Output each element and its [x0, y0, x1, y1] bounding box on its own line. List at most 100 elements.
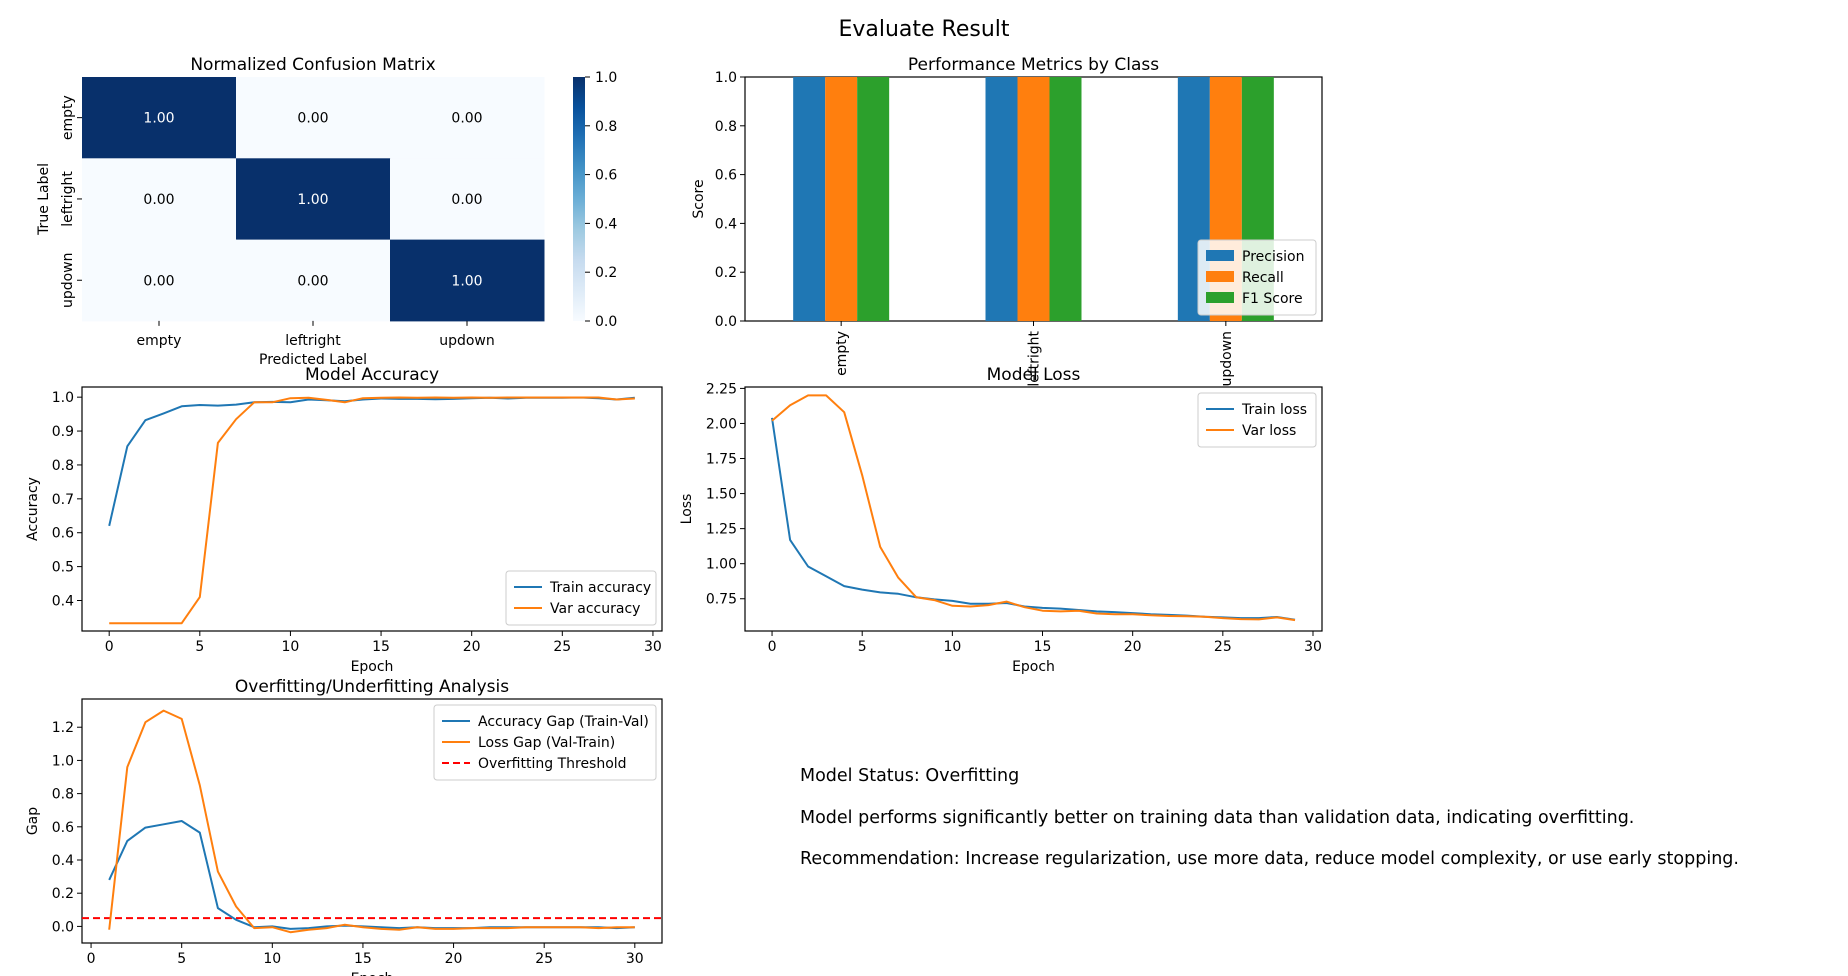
- bar: [985, 77, 1018, 321]
- heatmap-cell: [82, 239, 237, 322]
- confusion-matrix-panel: 1.00 0.00 0.00 0.00 1.00 0.00 0.00 0.00 1.00 empt…: [36, 55, 617, 368]
- y-tick-label: 0.7: [52, 492, 74, 508]
- y-tick-label: empty: [60, 95, 76, 140]
- x-tick-label: 0: [87, 951, 96, 967]
- x-tick-label: updown: [439, 333, 495, 349]
- y-tick-label: 1.00: [706, 557, 737, 573]
- model-accuracy-panel: 0 5 10 15 20 25 30 0.4 0.5 0.6 0.7 0.8 0.9 1.0 Model A…: [25, 365, 663, 675]
- heatmap-value-label: 0.00: [143, 273, 174, 289]
- legend-box: [505, 570, 657, 626]
- figure-title: Evaluate Result: [838, 17, 1009, 42]
- y-tick-label: 0.5: [52, 560, 74, 576]
- plot-frame: [81, 698, 663, 944]
- series-line: [109, 396, 635, 625]
- y-axis-label: True Label: [36, 163, 52, 236]
- legend: Train loss Var loss: [1197, 392, 1317, 448]
- y-tick-label: 0.0: [715, 314, 737, 330]
- bar: [793, 77, 826, 321]
- legend-label: Train accuracy: [549, 580, 651, 596]
- series-line: [108, 396, 635, 527]
- legend-label: Recall: [1242, 270, 1284, 286]
- heatmap-value-label: 0.00: [143, 192, 174, 208]
- y-tick-label: 2.25: [706, 381, 737, 397]
- colorbar-tick-label: 0.6: [595, 168, 617, 184]
- y-tick-label: 0.4: [715, 216, 737, 232]
- legend: Precision Recall F1 Score: [1197, 239, 1317, 316]
- x-tick-label: 0: [768, 639, 777, 655]
- y-axis-label: Accuracy: [25, 477, 41, 541]
- colorbar-tick-label: 0.0: [595, 314, 617, 330]
- x-tick-label: 5: [858, 639, 867, 655]
- heatmap-value-label: 0.00: [451, 111, 482, 127]
- chart-title: Overfitting/Underfitting Analysis: [235, 677, 509, 697]
- heatmap-cell: [82, 158, 237, 241]
- colorbar-tick-label: 1.0: [595, 70, 617, 86]
- x-axis-label: Epoch: [351, 971, 394, 976]
- legend: Accuracy Gap (Train-Val) Loss Gap (Val-Tr…: [433, 704, 657, 781]
- legend-label: Precision: [1242, 249, 1304, 265]
- x-tick-label: 30: [626, 951, 644, 967]
- x-tick-label: empty: [834, 331, 850, 376]
- chart-title: Normalized Confusion Matrix: [190, 55, 435, 75]
- bar: [857, 77, 890, 321]
- heatmap-value-label: 1.00: [143, 111, 174, 127]
- y-tick-label: 0.6: [52, 526, 74, 542]
- x-tick-label: 20: [445, 951, 463, 967]
- x-tick-label: leftright: [285, 333, 341, 349]
- y-axis-label: Score: [691, 179, 707, 218]
- x-tick-label: 10: [263, 951, 281, 967]
- series-line: [108, 820, 635, 930]
- x-tick-label: leftright: [1027, 330, 1043, 386]
- x-tick-label: 15: [1034, 639, 1052, 655]
- gap-analysis-panel: 0 5 10 15 20 25 30 0.0 0.2 0.4 0.6 0.8 1.0 1.2 Overfit…: [25, 677, 663, 976]
- y-tick-label: 1.2: [52, 720, 74, 736]
- y-tick-label: 1.25: [706, 522, 737, 538]
- heatmap-value-label: 1.00: [297, 192, 328, 208]
- heatmap-cell: [82, 77, 237, 159]
- y-tick-label: 2.00: [706, 416, 737, 432]
- y-axis-label: Loss: [679, 494, 695, 525]
- plot-frame: [81, 386, 663, 632]
- y-tick-label: 0.8: [715, 119, 737, 135]
- heatmap-value-label: 1.00: [451, 273, 482, 289]
- y-tick-label: 0.6: [715, 168, 737, 184]
- x-tick-label: empty: [137, 333, 182, 349]
- legend-label: F1 Score: [1242, 291, 1303, 307]
- model-status-text: Model Status: Overfitting: [800, 766, 1020, 786]
- series-line: [108, 709, 635, 934]
- heatmap-cell: [390, 239, 545, 322]
- x-tick-label: 5: [195, 639, 204, 655]
- legend-swatch: [1206, 250, 1234, 261]
- legend-label: Accuracy Gap (Train-Val): [478, 714, 649, 730]
- model-status-description: Model performs significantly better on t…: [800, 808, 1635, 828]
- y-tick-label: 1.50: [706, 487, 737, 503]
- heatmap-cell: [236, 77, 391, 159]
- y-tick-label: 0.2: [715, 265, 737, 281]
- legend-box: [1197, 392, 1317, 448]
- heatmap-cell: [390, 158, 545, 241]
- chart-title: Performance Metrics by Class: [908, 55, 1159, 75]
- y-tick-label: 0.8: [52, 458, 74, 474]
- legend-label: Var loss: [1242, 423, 1296, 439]
- legend: Train accuracy Var accuracy: [505, 570, 657, 626]
- x-tick-label: 0: [105, 639, 114, 655]
- y-tick-label: 0.6: [52, 820, 74, 836]
- y-tick-label: 0.9: [52, 424, 74, 440]
- legend-swatch: [1206, 292, 1234, 303]
- x-tick-label: 25: [553, 639, 571, 655]
- x-tick-label: 20: [1124, 639, 1142, 655]
- model-status-recommendation: Recommendation: Increase regularization,…: [800, 849, 1739, 869]
- performance-metrics-panel: empty leftright updown 0.0 0.2 0.4 0.6 0.8 1.0 Pe…: [691, 55, 1323, 387]
- y-axis-label: Gap: [25, 807, 41, 835]
- chart-title: Model Loss: [987, 365, 1081, 385]
- y-tick-label: 0.8: [52, 787, 74, 803]
- x-axis-label: Predicted Label: [259, 352, 367, 368]
- heatmap-cell: [390, 77, 545, 159]
- x-tick-label: 25: [1214, 639, 1232, 655]
- x-tick-label: 30: [1304, 639, 1322, 655]
- colorbar-tick-label: 0.4: [595, 216, 617, 232]
- legend-label: Var accuracy: [550, 601, 640, 617]
- x-tick-label: 5: [177, 951, 186, 967]
- heatmap-value-label: 0.00: [297, 111, 328, 127]
